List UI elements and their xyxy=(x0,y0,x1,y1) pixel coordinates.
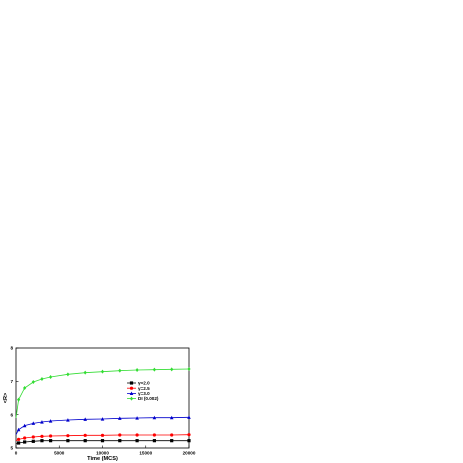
data-point xyxy=(48,419,53,423)
x-tick-label: 10000 xyxy=(96,451,109,456)
data-point xyxy=(40,439,44,443)
data-point xyxy=(100,439,105,443)
data-point xyxy=(100,417,105,421)
data-point xyxy=(152,367,156,372)
x-tick-label: 0 xyxy=(15,451,18,456)
x-tick-label: 5000 xyxy=(54,451,65,456)
data-point xyxy=(66,439,70,443)
data-point xyxy=(49,375,53,379)
data-point xyxy=(66,434,70,438)
data-point xyxy=(31,421,36,425)
legend-label: γ=2.5 xyxy=(138,386,150,391)
legend-label: γ=2.0 xyxy=(138,381,150,386)
data-point xyxy=(31,439,35,443)
data-point xyxy=(23,386,27,390)
data-point xyxy=(40,377,44,381)
data-point xyxy=(83,370,87,375)
data-point xyxy=(16,427,21,432)
y-tick-label: 6 xyxy=(10,412,13,417)
series-1 xyxy=(15,433,191,442)
data-point xyxy=(49,434,53,438)
data-point xyxy=(152,415,157,420)
legend-label: DI (0.002) xyxy=(138,396,159,401)
data-point xyxy=(83,439,87,443)
data-point xyxy=(23,440,27,444)
data-point xyxy=(16,441,21,445)
data-point xyxy=(187,415,191,419)
data-point xyxy=(118,416,122,420)
data-point xyxy=(22,423,27,428)
y-axis-label: <R> xyxy=(3,392,9,403)
data-point xyxy=(66,372,70,377)
data-point xyxy=(187,439,191,443)
y-tick-label: 5 xyxy=(10,446,13,451)
y-tick-label: 8 xyxy=(10,346,13,351)
data-point xyxy=(135,416,139,420)
x-tick-label: 20000 xyxy=(183,451,196,456)
series-2 xyxy=(15,415,191,435)
data-point xyxy=(40,420,44,424)
data-point xyxy=(83,433,87,437)
data-point xyxy=(118,439,122,443)
data-point xyxy=(31,380,35,384)
data-point xyxy=(118,433,122,437)
axis-ticks: 0 5000 10000 15000 20000 5 6 7 8 xyxy=(10,346,195,456)
legend-marker xyxy=(129,381,134,385)
data-point xyxy=(40,434,44,438)
series-layer xyxy=(15,367,191,445)
data-point xyxy=(170,439,174,443)
data-point xyxy=(152,439,156,443)
data-point xyxy=(135,433,139,437)
x-tick-label: 15000 xyxy=(139,451,152,456)
data-point xyxy=(135,368,139,372)
legend-label: γ=3.0 xyxy=(138,391,150,396)
data-point xyxy=(23,436,27,440)
legend-marker xyxy=(129,386,134,390)
data-point xyxy=(169,415,174,420)
data-point xyxy=(83,417,87,421)
data-point xyxy=(187,367,191,371)
data-point xyxy=(66,418,70,422)
data-point xyxy=(16,397,21,402)
data-point xyxy=(170,367,174,372)
data-point xyxy=(31,435,35,439)
y-tick-label: 7 xyxy=(10,379,13,384)
legend-marker xyxy=(129,396,134,401)
legend: γ=2.0γ=2.5γ=3.0DI (0.002) xyxy=(127,381,159,401)
x-axis-label: Time (MCS) xyxy=(87,456,118,462)
data-point xyxy=(152,433,156,437)
data-point xyxy=(100,433,105,437)
data-point xyxy=(135,439,139,443)
series-0 xyxy=(15,439,191,445)
plot-frame xyxy=(15,347,190,449)
series-line xyxy=(15,416,190,435)
data-point xyxy=(118,368,122,373)
data-point xyxy=(49,439,53,443)
series-line xyxy=(15,368,190,419)
data-point xyxy=(170,433,174,437)
data-point xyxy=(100,369,105,374)
data-point xyxy=(187,433,191,437)
series-3 xyxy=(15,367,191,419)
legend-marker xyxy=(129,391,134,395)
data-point xyxy=(16,437,21,441)
